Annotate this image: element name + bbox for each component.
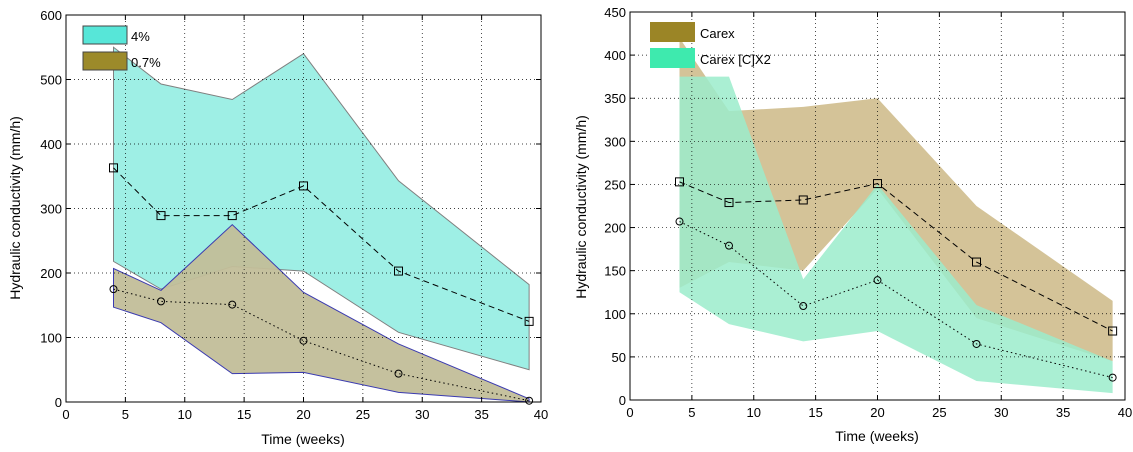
legend-label-4pct: 4% [131,29,150,44]
y-tick-label: 600 [40,8,62,23]
data-point-square [798,195,808,205]
right-chart: 0 5 10 15 20 25 30 35 40050100150200250300350400… [573,5,1132,444]
y-tick-label: 50 [612,350,626,365]
band-carex [679,37,1113,362]
mean-line-1 [113,288,530,402]
left-legend: 4% 0.7% [82,25,161,71]
data-point-circle [675,217,684,226]
y-tick-label: 200 [40,266,62,281]
right-grid [630,12,1125,400]
y-tick-label: 150 [604,264,626,279]
y-tick-label: 0 [55,395,62,410]
x-tick-label: 10 [178,407,192,422]
data-point-circle [157,297,165,306]
data-point-square [873,179,882,189]
legend-label-carex-cx2: Carex [C]X2 [700,52,771,67]
data-point-circle [394,369,403,378]
x-tick-label: 25 [356,407,370,422]
y-tick-label: 300 [604,134,626,149]
data-point-circle [299,336,308,345]
y-tick-label: 0 [619,393,626,408]
data-point-circle [525,396,534,405]
mean-line-1 [679,221,1113,379]
y-tick-label: 400 [40,137,62,152]
mean-line-0 [679,181,1113,332]
x-tick-label: 20 [870,405,884,420]
x-tick-label: 35 [1056,405,1070,420]
legend-label-carex: Carex [700,26,735,41]
left-bands [113,46,530,403]
y-tick-label: 250 [604,177,626,192]
data-point-circle [972,339,981,348]
legend-swatch-07pct [82,51,128,71]
data-point-square [1108,326,1118,336]
y-tick-label: 200 [604,221,626,236]
x-tick-label: 30 [415,407,429,422]
right-x-axis-label: Time (weeks) [835,428,919,444]
legend-swatch-4pct [82,25,128,45]
left-mean-lines [109,163,534,405]
data-point-circle [1108,373,1117,382]
right-bands [679,37,1113,394]
data-point-circle [725,241,733,250]
data-point-square [299,181,308,191]
data-point-square [109,163,118,173]
data-point-circle [873,276,882,285]
data-point-square [524,316,534,326]
x-tick-label: 0 [626,405,633,420]
right-mean-lines [675,177,1118,382]
x-tick-label: 40 [1118,405,1132,420]
right-y-axis-label: Hydraulic conductivity (mm/h) [573,115,589,299]
data-point-square [724,198,734,208]
x-tick-label: 5 [688,405,695,420]
data-point-square [972,257,981,267]
x-tick-label: 5 [122,407,129,422]
data-point-square [675,177,684,187]
y-tick-label: 100 [40,331,62,346]
y-tick-label: 350 [604,91,626,106]
x-tick-label: 15 [237,407,251,422]
x-tick-label: 40 [534,407,548,422]
legend-label-07pct: 0.7% [131,55,161,70]
x-tick-label: 20 [296,407,310,422]
y-tick-label: 500 [40,73,62,88]
y-tick-label: 400 [604,48,626,63]
data-point-square [227,211,237,221]
x-tick-label: 25 [932,405,946,420]
band-carex-c-x2 [679,76,1113,394]
band-4- [113,46,530,371]
legend-swatch-carex [650,22,695,42]
right-ticks: 0 5 10 15 20 25 30 35 40050100150200250300350400… [604,5,1132,420]
x-tick-label: 0 [62,407,69,422]
x-tick-label: 15 [808,405,822,420]
data-point-square [156,211,166,221]
data-point-circle [109,285,118,294]
left-y-axis-label: Hydraulic conductivity (mm/h) [7,116,23,300]
y-tick-label: 100 [604,307,626,322]
data-point-circle [228,300,237,309]
x-tick-label: 30 [994,405,1008,420]
data-point-circle [799,302,808,311]
x-tick-label: 10 [747,405,761,420]
y-tick-label: 300 [40,202,62,217]
x-tick-label: 35 [474,407,488,422]
left-x-axis-label: Time (weeks) [261,431,345,447]
right-legend: Carex Carex [C]X2 [650,22,771,68]
data-point-square [394,266,403,276]
y-tick-label: 450 [604,5,626,20]
legend-swatch-carex-cx2 [650,48,695,68]
